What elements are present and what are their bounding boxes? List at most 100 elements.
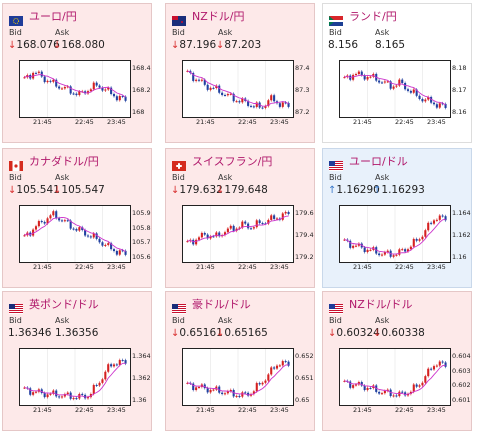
candle: [244, 392, 247, 394]
price-chart: [186, 206, 290, 262]
card-header[interactable]: ユーロ/円: [9, 8, 77, 26]
candle: [278, 103, 281, 107]
candle: [392, 255, 395, 257]
currency-pair-title[interactable]: NZドル/円: [192, 10, 245, 23]
currency-pair-title[interactable]: 豪ドル/ドル: [192, 298, 251, 311]
candle: [406, 249, 410, 252]
card-header[interactable]: ユーロ/ドル: [329, 153, 408, 171]
candle: [383, 252, 386, 255]
y-tick-label: 1.162: [452, 231, 471, 239]
candle: [23, 77, 26, 79]
card-header[interactable]: NZドル/円: [172, 8, 245, 26]
x-tick-label: 21:45: [353, 263, 372, 271]
currency-pair-title[interactable]: ユーロ/円: [29, 10, 77, 23]
candle: [40, 221, 43, 223]
rate-card[interactable]: 豪ドル/ドル Bid Ask ↓0.65161 ↓0.65165 0.652 0.651 0.…: [165, 291, 315, 431]
ask-label: Ask: [55, 173, 70, 182]
candle: [427, 97, 430, 100]
chart-area[interactable]: [182, 348, 294, 406]
arrow-down-icon: ↓: [328, 328, 337, 339]
chart-area[interactable]: [19, 348, 131, 406]
currency-pair-title[interactable]: スイスフラン/円: [192, 155, 273, 168]
x-tick-label: 21:45: [353, 118, 372, 126]
x-tick-label: 21:45: [33, 263, 52, 271]
card-header[interactable]: NZドル/ドル: [329, 296, 413, 314]
rate-card[interactable]: ユーロ/ドル Bid Ask ↑1.16290 ↑1.16293 1.164 1.162 1.…: [322, 148, 472, 288]
candle: [63, 220, 66, 222]
candle: [118, 360, 121, 365]
candle: [223, 94, 227, 96]
x-tick-label: 22:45: [75, 118, 94, 126]
rate-card[interactable]: ユーロ/円 Bid Ask ↓168.076 ↓168.080 168.4 168.2 168…: [2, 3, 152, 143]
chart-area[interactable]: [339, 348, 451, 406]
candle: [40, 71, 43, 77]
candle: [104, 244, 107, 246]
eu-us-flag-icon: [329, 156, 343, 171]
candle: [389, 81, 392, 89]
candle: [398, 79, 401, 86]
y-tick-label: 8.17: [452, 86, 467, 94]
ask-label: Ask: [218, 316, 233, 325]
ask-value: ↓179.648: [216, 184, 268, 196]
x-tick-label: 23:45: [427, 263, 446, 271]
chart-area[interactable]: [339, 205, 451, 263]
chart-area[interactable]: [182, 60, 294, 118]
card-header[interactable]: スイスフラン/円: [172, 153, 273, 171]
rate-card[interactable]: カナダドル/円 Bid Ask ↓105.541 ↓105.547 105.9 105.8 1…: [2, 148, 152, 288]
candle: [366, 77, 369, 80]
arrow-down-icon: ↓: [53, 40, 62, 51]
candle: [264, 380, 267, 383]
bid-label: Bid: [172, 316, 185, 325]
rate-card[interactable]: NZドル/円 Bid Ask ↓87.196 ↓87.203 87.4 87.3 87.2 21…: [165, 3, 315, 143]
currency-pair-title[interactable]: NZドル/ドル: [349, 298, 413, 311]
y-tick-label: 8.18: [452, 64, 467, 72]
ask-label: Ask: [55, 316, 70, 325]
chart-area[interactable]: [339, 60, 451, 118]
rate-card[interactable]: スイスフラン/円 Bid Ask ↓179.632 ↓179.648 179.6 179.4…: [165, 148, 315, 288]
rate-card[interactable]: 英ポンド/ドル Bid Ask 1.36346 1.36356 1.364 1.362 1.3…: [2, 291, 152, 431]
rate-card[interactable]: NZドル/ドル Bid Ask ↓0.60324 ↓0.60338 0.604 0.603 0…: [322, 291, 472, 431]
price-chart: [23, 61, 127, 117]
ask-label: Ask: [218, 28, 233, 37]
bid-value: ↑1.16290: [328, 184, 380, 196]
moving-average-line: [187, 70, 289, 107]
x-tick-label: 22:45: [75, 263, 94, 271]
candle: [218, 85, 221, 93]
arrow-down-icon: ↓: [171, 40, 180, 51]
y-tick-label: 105.6: [132, 253, 151, 261]
candle: [401, 391, 404, 393]
candle: [247, 392, 250, 396]
bid-label: Bid: [9, 316, 22, 325]
candle: [58, 86, 61, 89]
chart-area[interactable]: [19, 60, 131, 118]
candle: [98, 238, 101, 243]
candle: [421, 382, 424, 386]
candle: [435, 219, 438, 221]
chart-area[interactable]: [19, 205, 131, 263]
candle: [104, 89, 107, 91]
candle: [75, 93, 78, 96]
card-header[interactable]: ランド/円: [329, 8, 397, 26]
candle: [366, 249, 369, 253]
bid-value: ↓0.65161: [171, 327, 223, 339]
currency-pair-title[interactable]: ユーロ/ドル: [349, 155, 408, 168]
card-header[interactable]: 豪ドル/ドル: [172, 296, 251, 314]
currency-pair-title[interactable]: カナダドル/円: [29, 155, 99, 168]
chart-area[interactable]: [182, 205, 294, 263]
candle: [395, 85, 398, 87]
candle: [415, 384, 418, 387]
card-header[interactable]: カナダドル/円: [9, 153, 99, 171]
candle: [95, 233, 98, 239]
x-tick-label: 22:45: [395, 118, 414, 126]
price-chart: [343, 61, 447, 117]
currency-pair-title[interactable]: 英ポンド/ドル: [29, 298, 99, 311]
candle: [58, 396, 61, 398]
card-header[interactable]: 英ポンド/ドル: [9, 296, 99, 314]
arrow-down-icon: ↓: [171, 328, 180, 339]
rate-card[interactable]: ランド/円 Bid Ask 8.156 8.165 8.18 8.17 8.16 21:45 22…: [322, 3, 472, 143]
candle: [398, 391, 401, 397]
bid-value-number: 1.16290: [336, 184, 380, 196]
candle: [209, 389, 212, 393]
y-tick-label: 105.9: [132, 209, 151, 217]
currency-pair-title[interactable]: ランド/円: [349, 10, 397, 23]
